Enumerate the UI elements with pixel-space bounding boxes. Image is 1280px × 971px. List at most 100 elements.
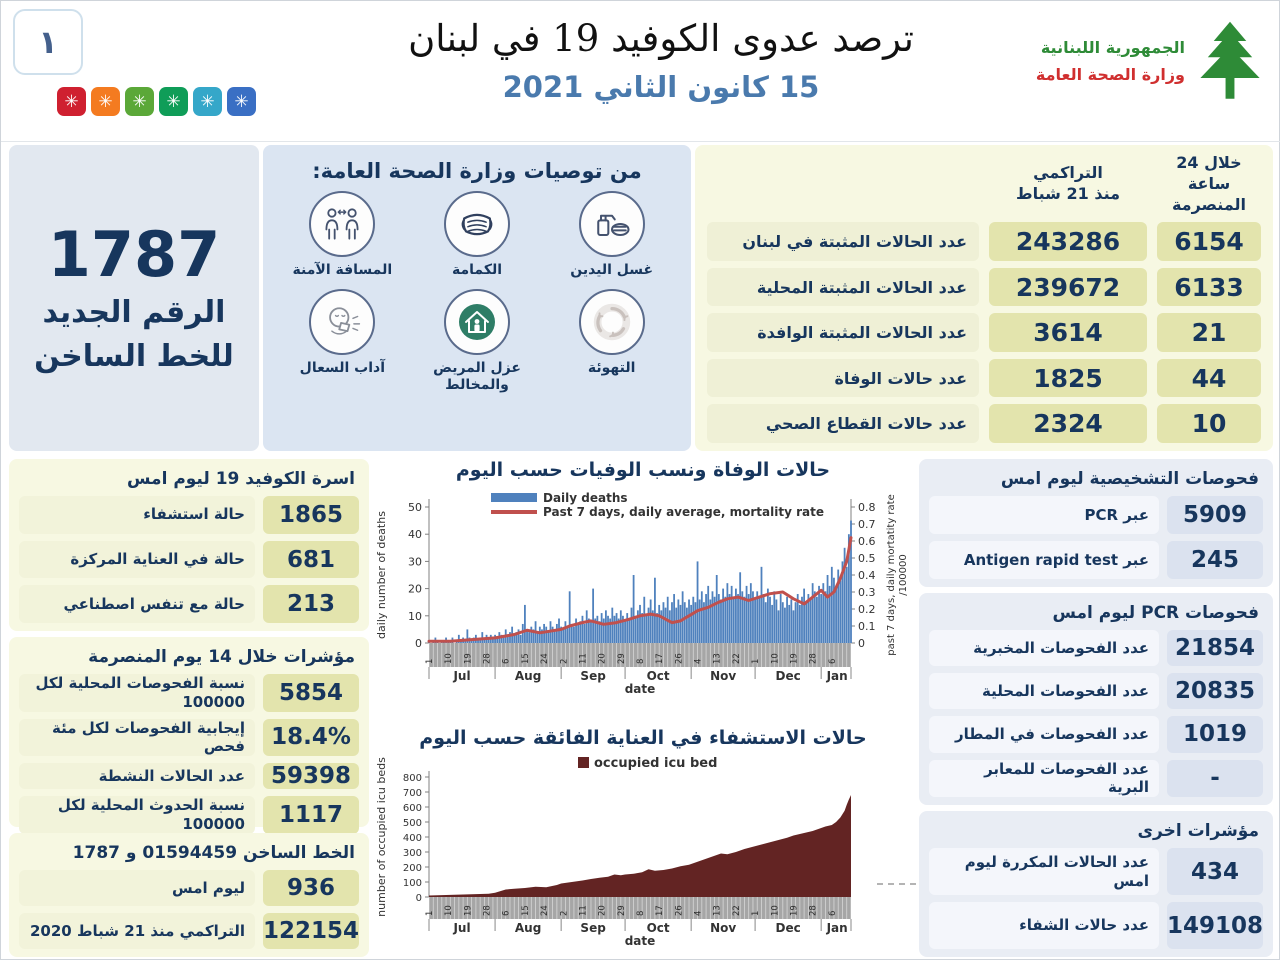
svg-text:0: 0 xyxy=(858,637,865,650)
mask-icon xyxy=(444,191,510,257)
svg-text:22: 22 xyxy=(732,905,742,916)
stat-label: عدد الحالات النشطة xyxy=(19,763,255,789)
incidence-rate: 1117 xyxy=(263,796,359,834)
svg-text:30: 30 xyxy=(408,555,422,568)
svg-text:/100000: /100000 xyxy=(898,554,909,596)
stat-row: 681 حالة في العناية المركزة xyxy=(19,541,359,579)
cases-cumulative: 243286 xyxy=(989,222,1147,261)
svg-text:Dec: Dec xyxy=(776,921,801,935)
svg-text:0.7: 0.7 xyxy=(858,518,876,531)
covid-beds-section: اسرة الكوفيد 19 ليوم امس 1865 حالة استشف… xyxy=(9,459,369,631)
stat-row: 21854 عدد الفحوصات المخبرية xyxy=(929,630,1263,666)
indicators-14day-section: مؤشرات خلال 14 يوم المنصرمة 5854 نسبة ال… xyxy=(9,637,369,827)
svg-text:past 7 days, daily mortatity r: past 7 days, daily mortatity rate xyxy=(886,494,897,655)
svg-text:19: 19 xyxy=(463,653,473,664)
virus-icon: ✳ xyxy=(159,87,188,116)
report-date: 15 كانون الثاني 2021 xyxy=(331,70,991,104)
row-label: عدد الحالات المثبتة المحلية xyxy=(707,268,979,307)
hotline-calls-yesterday: 936 xyxy=(263,870,359,906)
section-title: فحوصات التشخيصية ليوم امس xyxy=(929,467,1263,489)
recommendations-title: من توصيات وزارة الصحة العامة: xyxy=(275,159,679,183)
svg-text:Jul: Jul xyxy=(452,669,470,683)
hotline-caption-line1: الرقم الجديد xyxy=(43,291,226,335)
section-title: مؤشرات اخرى xyxy=(929,819,1263,841)
svg-text:40: 40 xyxy=(408,528,422,541)
svg-text:0.2: 0.2 xyxy=(858,603,876,616)
antigen-tests-count: 245 xyxy=(1167,541,1263,579)
imported-cases-cumulative: 3614 xyxy=(989,313,1147,352)
svg-text:daily number of deaths: daily number of deaths xyxy=(375,511,388,639)
svg-text:2: 2 xyxy=(559,911,569,916)
recommendation-hand-wash: غسل اليدين xyxy=(544,191,679,279)
active-cases: 59398 xyxy=(263,763,359,789)
svg-text:4: 4 xyxy=(694,911,704,916)
stat-label: عدد حالات الشفاء xyxy=(929,902,1159,949)
imported-cases-24h: 21 xyxy=(1157,313,1261,352)
svg-text:20: 20 xyxy=(408,583,422,596)
svg-text:28: 28 xyxy=(483,905,493,916)
diagnostic-tests-section: فحوصات التشخيصية ليوم امس 5909 عبر PCR 2… xyxy=(919,459,1273,587)
svg-text:19: 19 xyxy=(789,653,799,664)
svg-text:8: 8 xyxy=(636,659,646,664)
summary-table: خلال 24 ساعة المنصرمة التراكمي منذ 21 شب… xyxy=(695,145,1273,451)
svg-text:28: 28 xyxy=(483,653,493,664)
stat-row: 245 عبر Antigen rapid test xyxy=(929,541,1263,579)
stat-row: 1865 حالة استشفاء xyxy=(19,496,359,534)
svg-text:28: 28 xyxy=(809,653,819,664)
stat-row: - عدد الفحوصات للمعابر البرية xyxy=(929,760,1263,798)
stat-label: عبر PCR xyxy=(929,496,1159,534)
svg-text:10: 10 xyxy=(444,905,454,916)
svg-text:24: 24 xyxy=(540,905,550,916)
svg-text:1: 1 xyxy=(751,659,761,664)
svg-text:Sep: Sep xyxy=(580,921,606,935)
stat-row: 18.4% إيجابية الفحوصات لكل مئة فحص xyxy=(19,719,359,757)
row-label: عدد الحالات المثبتة الوافدة xyxy=(707,313,979,352)
svg-text:29: 29 xyxy=(617,905,627,916)
stat-row: 1019 عدد الفحوصات في المطار xyxy=(929,716,1263,752)
recommendation-label: عزل المريض والمخالط xyxy=(410,360,545,394)
recommendation-label: التهوئة xyxy=(588,360,636,377)
svg-text:10: 10 xyxy=(444,653,454,664)
recommendation-label: آداب السعال xyxy=(300,360,385,377)
row-label: عدد حالات القطاع الصحي xyxy=(707,404,979,443)
stat-row: 936 ليوم امس xyxy=(19,870,359,906)
cough-etiquette-icon xyxy=(309,289,375,355)
stat-label: حالة في العناية المركزة xyxy=(19,541,255,579)
hand-wash-icon xyxy=(579,191,645,257)
stat-label: التراكمي منذ 21 شباط 2020 xyxy=(19,913,255,949)
deaths-chart-title: حالات الوفاة ونسب الوفيات حسب اليوم xyxy=(373,459,913,483)
health-sector-24h: 10 xyxy=(1157,404,1261,443)
virus-icon: ✳ xyxy=(91,87,120,116)
pcr-tests-count: 5909 xyxy=(1167,496,1263,534)
svg-text:6: 6 xyxy=(828,911,838,916)
virus-icon: ✳ xyxy=(57,87,86,116)
stat-label: عدد الفحوصات للمعابر البرية xyxy=(929,760,1159,798)
stat-label: عدد الفحوصات في المطار xyxy=(929,716,1159,752)
stat-row: 213 حالة مع تنفس اصطناعي xyxy=(19,585,359,623)
table-row: 6154 243286 عدد الحالات المثبتة في لبنان xyxy=(707,222,1261,261)
isolation-icon xyxy=(444,289,510,355)
cases-24h: 6154 xyxy=(1157,222,1261,261)
svg-text:19: 19 xyxy=(463,905,473,916)
svg-text:600: 600 xyxy=(403,803,422,814)
svg-text:50: 50 xyxy=(408,501,422,514)
stat-label: نسبة الحدوث المحلية لكل 100000 xyxy=(19,796,255,834)
airport-tests-count: 1019 xyxy=(1167,716,1263,752)
ministry-logo: الجمهورية اللبنانية وزارة الصحة العامة xyxy=(1036,19,1267,103)
ventilator-count: 213 xyxy=(263,585,359,623)
svg-text:19: 19 xyxy=(789,905,799,916)
local-tests-count: 20835 xyxy=(1167,673,1263,709)
recommendations-grid: غسل اليدين الكمامة xyxy=(275,191,679,393)
virus-icon: ✳ xyxy=(193,87,222,116)
stat-label: ليوم امس xyxy=(19,870,255,906)
svg-text:1: 1 xyxy=(425,659,435,664)
icu-chart: 0100200300400500600700800occupied icu be… xyxy=(373,751,913,967)
svg-text:6: 6 xyxy=(502,911,512,916)
recommendation-label: المسافة الآمنة xyxy=(293,262,393,279)
stat-row: 149108 عدد حالات الشفاء xyxy=(929,902,1263,949)
stat-row: 5854 نسبة الفحوصات المحلية لكل 100000 xyxy=(19,674,359,712)
svg-text:Jan: Jan xyxy=(826,669,848,683)
row-label: عدد الحالات المثبتة في لبنان xyxy=(707,222,979,261)
svg-text:300: 300 xyxy=(403,848,422,859)
svg-text:0.5: 0.5 xyxy=(858,552,876,565)
